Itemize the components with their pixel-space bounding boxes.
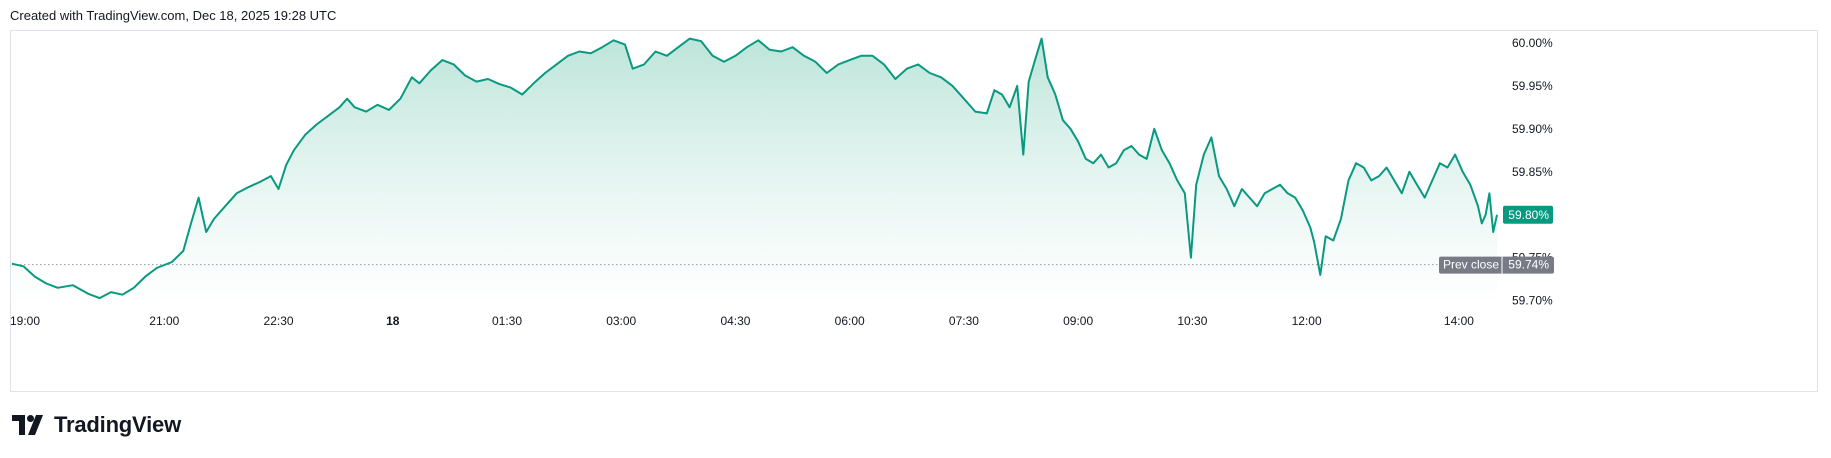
x-tick-label: 18 bbox=[386, 314, 400, 328]
last-value-label: 59.80% bbox=[1508, 208, 1549, 222]
x-tick-label: 01:30 bbox=[492, 314, 522, 328]
x-axis: 19:00 21:00 22:30 18 01:30 03:00 04:30 06:00 07:… bbox=[10, 314, 1474, 328]
y-tick-label: 59.85% bbox=[1512, 165, 1553, 179]
x-tick-label: 12:00 bbox=[1292, 314, 1322, 328]
x-tick-label: 14:00 bbox=[1444, 314, 1474, 328]
last-value-badge-bg bbox=[1503, 205, 1553, 224]
series-line[interactable] bbox=[11, 37, 1498, 300]
y-tick-label: 59.90% bbox=[1512, 122, 1553, 136]
y-tick-label: 59.70% bbox=[1512, 294, 1553, 308]
x-tick-label: 06:00 bbox=[835, 314, 865, 328]
y-axis: 60.00%59.95%59.90%59.85%59.75%59.70% bbox=[1512, 36, 1553, 308]
y-tick-label: 59.95% bbox=[1512, 79, 1553, 93]
prev-close-badge-bg bbox=[1439, 256, 1554, 274]
prev-close-name: Prev close bbox=[1443, 258, 1499, 272]
x-tick-label: 10:30 bbox=[1177, 314, 1207, 328]
chart-frame bbox=[10, 30, 1818, 392]
prev-close-value: 59.74% bbox=[1508, 258, 1549, 272]
last-value-badge: 59.80% bbox=[1503, 205, 1553, 224]
x-tick-label: 03:00 bbox=[606, 314, 636, 328]
brand-name: TradingView bbox=[54, 412, 181, 437]
price-chart[interactable]: 60.00%59.95%59.90%59.85%59.75%59.70% 19:… bbox=[0, 0, 1831, 400]
y-tick-label: 60.00% bbox=[1512, 36, 1553, 50]
x-tick-label: 22:30 bbox=[264, 314, 294, 328]
x-tick-label: 09:00 bbox=[1063, 314, 1093, 328]
series-line-layer bbox=[11, 37, 1498, 300]
x-tick-label: 07:30 bbox=[949, 314, 979, 328]
chart-caption: Created with TradingView.com, Dec 18, 20… bbox=[10, 8, 337, 23]
x-tick-label: 21:00 bbox=[149, 314, 179, 328]
price-badges: 59.80% Prev close 59.74% bbox=[1439, 205, 1554, 274]
prev-close-badge: Prev close 59.74% bbox=[1439, 256, 1554, 274]
x-tick-label: 04:30 bbox=[720, 314, 750, 328]
area-fill bbox=[12, 38, 1497, 305]
x-tick-label: 19:00 bbox=[10, 314, 40, 328]
area-fill-layer bbox=[12, 38, 1497, 305]
tradingview-logo[interactable]: TradingView bbox=[12, 412, 181, 438]
tradingview-logo-icon bbox=[12, 415, 43, 435]
